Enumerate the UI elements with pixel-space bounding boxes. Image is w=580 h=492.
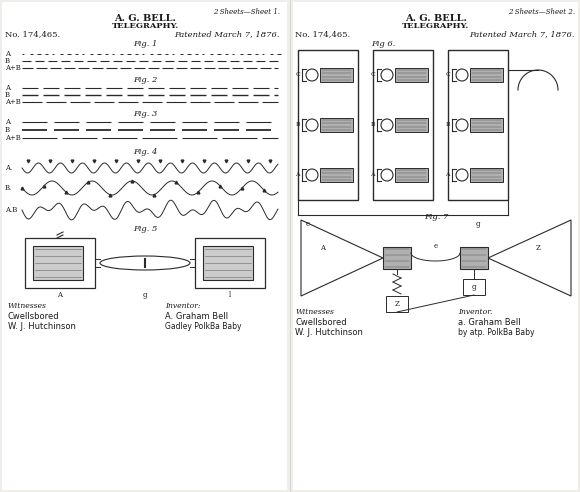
Text: A: A [5,118,10,126]
Text: Fig. 4: Fig. 4 [133,148,157,156]
Text: Witnesses: Witnesses [8,302,47,310]
Text: A: A [295,173,300,178]
Text: Inventor.: Inventor. [458,308,492,316]
Text: Cwellsbored: Cwellsbored [295,318,347,327]
Ellipse shape [100,256,190,270]
Text: Fig. 5: Fig. 5 [133,225,157,233]
Text: e: e [306,220,310,228]
Text: A: A [57,291,63,299]
Text: A. G. BELL.: A. G. BELL. [405,14,467,23]
Text: A. Graham Bell: A. Graham Bell [165,312,228,321]
Text: No. 174,465.: No. 174,465. [295,30,350,38]
Text: A. G. BELL.: A. G. BELL. [114,14,176,23]
Bar [373,50,433,200]
Text: 2 Sheets—Sheet 1.: 2 Sheets—Sheet 1. [213,8,280,16]
Text: e: e [433,242,437,250]
Text: A: A [5,50,10,58]
Text: g: g [143,291,147,299]
Bar [298,50,358,200]
Text: B: B [295,123,300,127]
Text: C: C [445,72,450,78]
Text: A+B: A+B [5,64,21,72]
Bar [2,2,287,490]
Text: A.: A. [5,164,12,172]
Bar [33,246,83,280]
Text: Witnesses: Witnesses [295,308,334,316]
Text: B: B [371,123,375,127]
Text: Fig. 3: Fig. 3 [133,110,157,118]
Bar [386,296,408,312]
Text: No. 174,465.: No. 174,465. [5,30,60,38]
Text: Z: Z [394,300,400,308]
Text: by atp. PolkBa Baby: by atp. PolkBa Baby [458,328,535,337]
Text: C: C [295,72,300,78]
Text: TELEGRAPHY.: TELEGRAPHY. [111,22,179,30]
Text: A: A [445,173,450,178]
Text: Fig. 2: Fig. 2 [133,76,157,84]
Bar [320,168,353,182]
Text: g: g [472,283,476,291]
Bar [448,50,508,200]
Text: Inventor:: Inventor: [165,302,201,310]
Text: g: g [476,220,480,228]
Bar [460,247,488,269]
Bar [383,247,411,269]
Text: a. Graham Bell: a. Graham Bell [458,318,521,327]
Bar [293,2,578,490]
Bar [463,279,485,295]
Text: A.B: A.B [5,206,17,214]
Text: l: l [229,291,231,299]
Text: TELEGRAPHY.: TELEGRAPHY. [403,22,470,30]
Bar [395,118,428,132]
Bar [470,68,503,82]
Text: Fig. 1: Fig. 1 [133,40,157,48]
Text: A: A [321,244,325,252]
Text: W. J. Hutchinson: W. J. Hutchinson [295,328,363,337]
Text: Z: Z [535,244,541,252]
Bar [320,68,353,82]
Bar [195,238,265,288]
Text: A+B: A+B [5,134,21,142]
Text: A+B: A+B [5,98,21,106]
Text: A: A [5,84,10,92]
Text: C: C [370,72,375,78]
Text: B: B [445,123,450,127]
Text: 2 Sheets—Sheet 2.: 2 Sheets—Sheet 2. [508,8,575,16]
Text: W. J. Hutchinson: W. J. Hutchinson [8,322,76,331]
Bar [395,168,428,182]
Bar [203,246,253,280]
Text: Fig 6.: Fig 6. [371,40,395,48]
Text: B: B [5,57,10,65]
Bar [25,238,95,288]
Text: A: A [371,173,375,178]
Text: Patented March 7, 1876.: Patented March 7, 1876. [469,30,575,38]
Text: B: B [5,91,10,99]
Text: Patented March 7, 1876.: Patented March 7, 1876. [175,30,280,38]
Text: Fig. 7: Fig. 7 [424,213,448,221]
Bar [470,118,503,132]
Text: B.: B. [5,184,12,192]
Text: Cwellsbored: Cwellsbored [8,312,60,321]
Bar [395,68,428,82]
Bar [470,168,503,182]
Bar [320,118,353,132]
Text: B: B [5,126,10,134]
Text: Gadley PolkBa Baby: Gadley PolkBa Baby [165,322,241,331]
